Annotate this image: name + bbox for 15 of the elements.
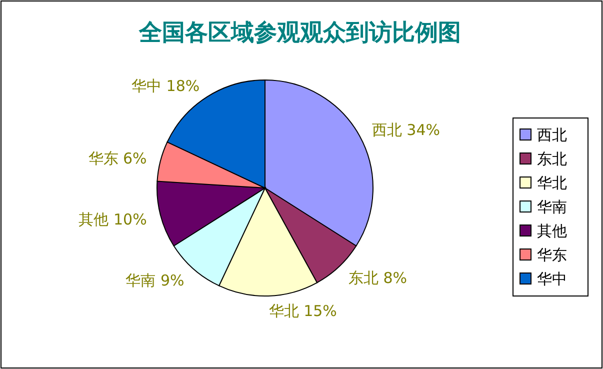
legend-label: 华南 [537, 198, 567, 216]
legend-label: 华北 [537, 174, 567, 192]
chart-title: 全国各区域参观观众到访比例图 [138, 19, 461, 46]
legend-label: 西北 [537, 126, 567, 144]
category-label: 东北 8% [348, 268, 408, 287]
legend-label: 华中 [537, 270, 567, 288]
category-label: 西北 34% [372, 121, 440, 140]
category-label: 其他 10% [78, 210, 147, 228]
category-label: 华北 15% [268, 302, 337, 320]
category-label: 华中 18% [132, 76, 200, 95]
legend-label: 其他 [537, 222, 567, 240]
category-label: 华南 9% [126, 272, 184, 290]
legend-label: 华东 [537, 246, 567, 264]
category-label: 华东 6% [88, 150, 147, 168]
legend-label: 东北 [537, 150, 567, 168]
